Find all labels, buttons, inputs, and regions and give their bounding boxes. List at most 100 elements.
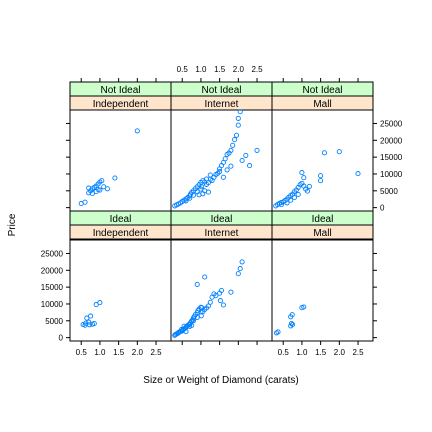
data-point [222, 156, 228, 162]
data-point [232, 137, 238, 143]
strip-channel-label: Mall [313, 228, 331, 239]
strip-channel-label: Mall [313, 99, 331, 110]
x-tick-label: 2.0 [334, 348, 346, 357]
x-tick-label: 1.0 [94, 348, 106, 357]
data-point [99, 178, 105, 184]
y-tick-label: 10000 [41, 300, 64, 309]
y-tick-label: 20000 [380, 136, 403, 145]
data-point [95, 186, 101, 193]
data-point [288, 320, 295, 327]
y-tick-label: 0 [380, 204, 385, 213]
data-point [321, 150, 327, 156]
y-tick-label: 20000 [41, 266, 64, 275]
data-point [235, 122, 241, 128]
data-point [306, 183, 312, 189]
panel-ideal-independent: Ideal Independent [69, 210, 172, 342]
data-point [213, 293, 219, 299]
data-point [275, 329, 281, 335]
data-point [190, 192, 196, 198]
strip-channel-label: Independent [93, 228, 149, 239]
data-point [237, 109, 243, 115]
data-point [86, 185, 92, 191]
data-point [217, 298, 223, 304]
data-point [207, 172, 213, 178]
data-point [82, 322, 88, 328]
y-tick-label: 15000 [41, 283, 64, 292]
data-point [194, 281, 200, 287]
outer-frame [69, 81, 374, 342]
data-point [178, 327, 185, 333]
x-tick-label: 0.5 [177, 65, 189, 74]
strip-cut-label: Not Ideal [302, 85, 342, 96]
strip-cut-label: Not Ideal [201, 85, 241, 96]
y-tick-label: 25000 [380, 119, 403, 128]
panel-frame [69, 109, 172, 212]
data-point [299, 170, 305, 176]
data-point [205, 189, 211, 195]
data-point [187, 195, 193, 201]
data-point [301, 304, 307, 310]
data-point [235, 115, 241, 121]
x-tick-label: 2.0 [132, 348, 144, 357]
data-point [217, 169, 223, 175]
data-point [82, 199, 88, 205]
panel-ideal-internet: Ideal Internet [170, 210, 273, 342]
strip-channel-label: Internet [205, 99, 239, 110]
y-tick-label: 10000 [380, 170, 403, 179]
panel-not-ideal-mall: Not Ideal Mall [271, 81, 374, 212]
data-point [237, 266, 243, 272]
axes-layer: 0.5 1.0 1.5 2.0 2.5 0.5 1.0 1.5 2.0 2.5 0.5 1.0 1.5 2… [41, 65, 403, 357]
y-tick-label: 15000 [380, 153, 403, 162]
data-point [101, 184, 107, 190]
data-point [304, 188, 311, 194]
data-point [278, 202, 284, 208]
x-tick-label: 1.5 [214, 65, 226, 74]
data-point [289, 312, 295, 318]
x-tick-label: 1.0 [296, 348, 308, 357]
data-point [207, 299, 213, 305]
y-tick-label: 25000 [41, 249, 64, 258]
data-point [104, 186, 110, 192]
data-point [97, 300, 103, 306]
x-tick-label: 2.5 [150, 348, 162, 357]
data-point [199, 184, 205, 190]
data-point [233, 132, 240, 138]
x-tick-label: 2.5 [251, 65, 263, 74]
strip-cut-label: Ideal [211, 214, 233, 225]
data-point [228, 147, 234, 153]
data-point [86, 319, 92, 325]
data-point [318, 178, 324, 184]
strip-cut-label: Ideal [312, 214, 334, 225]
data-point [284, 200, 290, 206]
y-tick-label: 0 [59, 334, 64, 343]
data-point [93, 302, 99, 308]
panel-not-ideal-independent: Not Ideal Independent [69, 81, 172, 212]
strip-channel-label: Independent [93, 99, 149, 110]
data-point [183, 329, 189, 335]
y-axis-title: Price [7, 213, 18, 236]
strip-channel-label: Internet [205, 228, 239, 239]
data-point [186, 321, 192, 328]
data-point [291, 194, 297, 201]
data-point [295, 191, 301, 198]
x-tick-label: 1.5 [315, 348, 327, 357]
panel-not-ideal-internet: Not Ideal Internet [170, 81, 273, 212]
data-point [218, 287, 225, 294]
data-point [183, 198, 189, 204]
strip-cut-label: Not Ideal [100, 85, 140, 96]
data-point [202, 274, 208, 280]
data-point [89, 190, 95, 197]
data-point [230, 142, 236, 148]
panel-ideal-mall: Ideal Mall [271, 210, 374, 342]
data-point [288, 197, 294, 203]
data-point [336, 149, 342, 155]
data-point [203, 176, 210, 182]
x-axis-title: Size or Weight of Diamond (carats) [143, 375, 298, 386]
data-point [89, 321, 95, 327]
data-point [355, 171, 361, 177]
data-point [181, 323, 187, 329]
strip-cut-label: Ideal [110, 214, 132, 225]
data-point [189, 322, 195, 329]
